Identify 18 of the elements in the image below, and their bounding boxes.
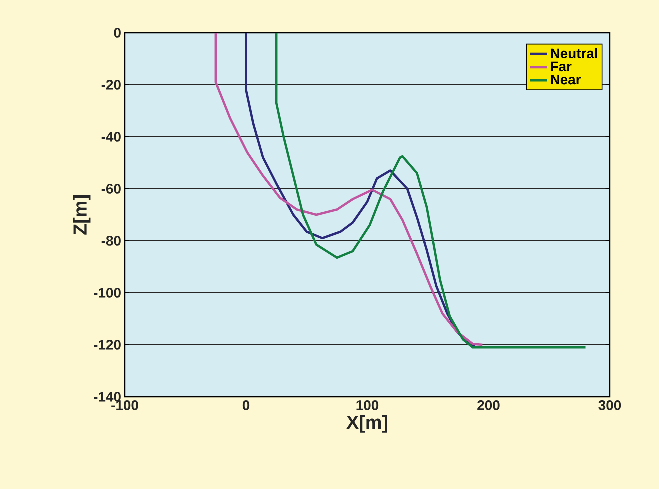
y-tick-label: -60 <box>102 184 121 194</box>
x-tick-label: -100 <box>112 400 138 410</box>
legend-label: Near <box>551 74 582 85</box>
y-tick-label: -120 <box>94 340 121 350</box>
y-tick-label: 0 <box>114 28 121 38</box>
x-axis-title: X[m] <box>346 415 388 433</box>
y-tick-label: -80 <box>102 236 121 246</box>
legend-label: Neutral <box>551 48 598 59</box>
y-axis-title: Z[m] <box>73 196 91 235</box>
y-tick-label: -40 <box>102 132 121 142</box>
y-tick-label: -140 <box>94 392 121 402</box>
x-tick-label: 0 <box>242 400 250 410</box>
x-tick-label: 100 <box>356 400 379 410</box>
x-tick-label: 200 <box>478 400 500 410</box>
legend-label: Far <box>551 62 572 72</box>
y-tick-label: -100 <box>94 288 121 298</box>
x-tick-label: 300 <box>598 400 622 410</box>
y-tick-label: -20 <box>102 80 121 90</box>
